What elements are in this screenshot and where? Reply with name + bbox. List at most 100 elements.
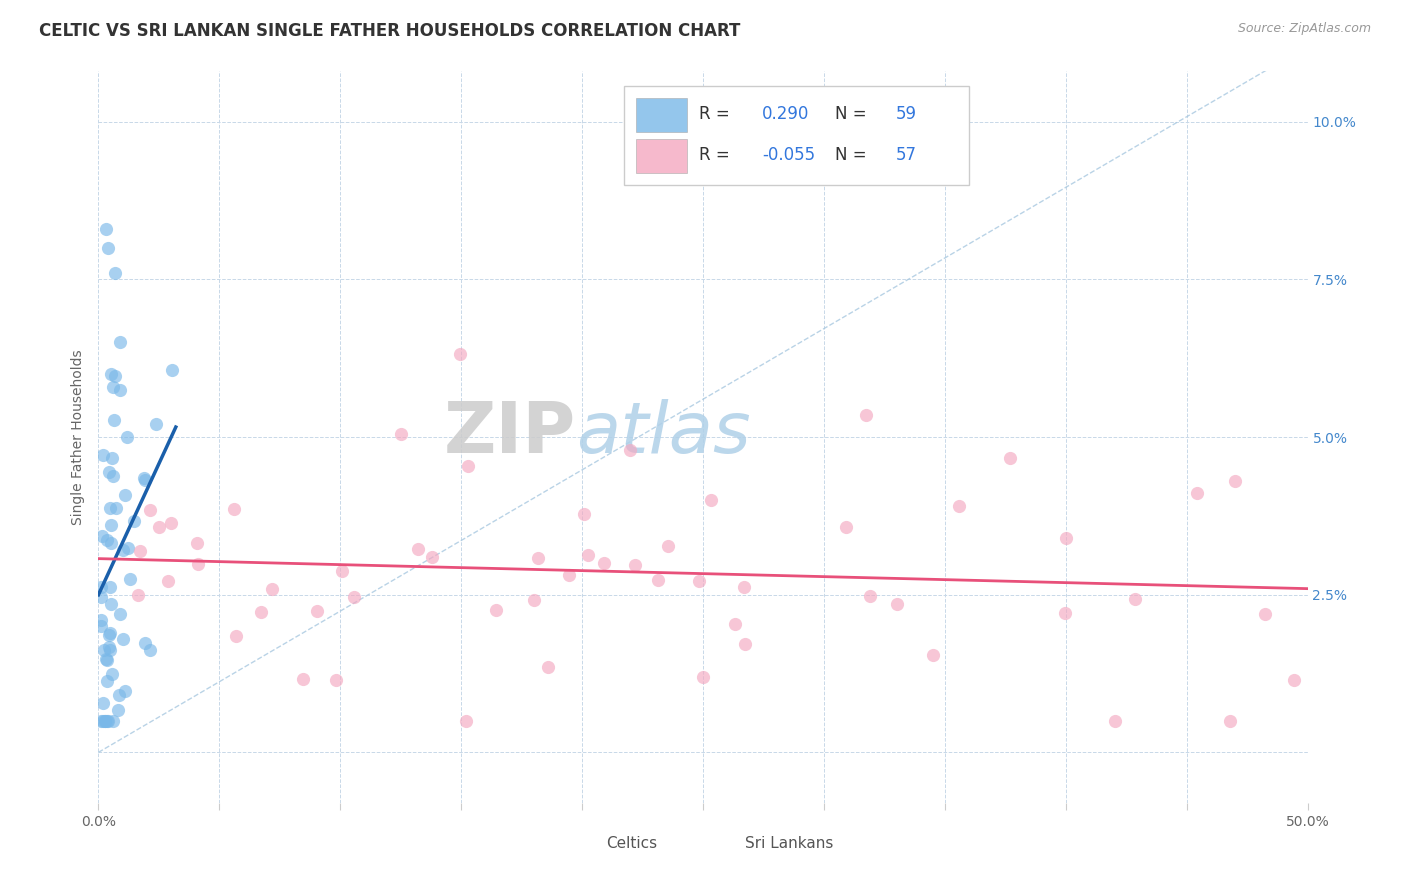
Y-axis label: Single Father Households: Single Father Households	[72, 350, 86, 524]
Point	[105, 500, 128, 515]
Point	[692, 670, 714, 684]
Point	[117, 541, 139, 555]
Point	[1254, 607, 1277, 621]
Text: R =: R =	[699, 104, 730, 123]
Point	[107, 702, 129, 716]
Text: R =: R =	[699, 146, 730, 164]
Point	[157, 574, 180, 588]
Point	[457, 458, 479, 473]
Point	[1282, 673, 1305, 688]
Point	[572, 508, 595, 522]
FancyBboxPatch shape	[555, 831, 599, 855]
Point	[948, 500, 970, 514]
Point	[330, 564, 353, 578]
Text: 57: 57	[896, 146, 917, 164]
Point	[94, 714, 117, 728]
Text: atlas: atlas	[576, 399, 751, 468]
Point	[104, 368, 127, 383]
Point	[96, 533, 118, 548]
Point	[98, 580, 121, 594]
Point	[108, 335, 131, 350]
Point	[1223, 474, 1246, 488]
FancyBboxPatch shape	[637, 139, 688, 173]
Point	[100, 597, 122, 611]
Point	[96, 653, 118, 667]
Point	[94, 652, 117, 666]
Point	[250, 605, 273, 619]
Point	[558, 567, 581, 582]
Point	[110, 384, 132, 398]
FancyBboxPatch shape	[695, 831, 738, 855]
Point	[148, 519, 170, 533]
Point	[139, 502, 162, 516]
Point	[97, 241, 120, 255]
Point	[101, 468, 124, 483]
Point	[835, 520, 858, 534]
Point	[624, 558, 647, 572]
Point	[406, 541, 429, 556]
Point	[1054, 607, 1077, 621]
Point	[305, 604, 328, 618]
Point	[162, 363, 184, 377]
Point	[98, 626, 121, 640]
Point	[523, 592, 546, 607]
Point	[886, 597, 908, 611]
Point	[325, 673, 347, 687]
Point	[734, 637, 756, 651]
Point	[139, 643, 162, 657]
Point	[98, 628, 121, 642]
Point	[129, 544, 152, 558]
Point	[90, 714, 112, 728]
Point	[100, 367, 122, 381]
Point	[526, 550, 548, 565]
Point	[1187, 486, 1209, 500]
Point	[114, 683, 136, 698]
Point	[647, 573, 669, 587]
Point	[186, 535, 208, 549]
Point	[101, 379, 124, 393]
Point	[858, 589, 880, 603]
Point	[100, 536, 122, 550]
Point	[104, 266, 127, 280]
Point	[724, 616, 747, 631]
Text: CELTIC VS SRI LANKAN SINGLE FATHER HOUSEHOLDS CORRELATION CHART: CELTIC VS SRI LANKAN SINGLE FATHER HOUSE…	[39, 22, 741, 40]
Point	[449, 346, 471, 360]
Text: 59: 59	[896, 104, 917, 123]
Point	[1054, 531, 1077, 545]
Point	[733, 580, 755, 594]
Text: Source: ZipAtlas.com: Source: ZipAtlas.com	[1237, 22, 1371, 36]
Point	[420, 549, 443, 564]
Point	[688, 574, 710, 589]
Point	[111, 632, 134, 646]
Point	[1219, 714, 1241, 728]
Point	[593, 556, 616, 570]
Point	[115, 430, 138, 444]
Point	[114, 488, 136, 502]
Text: Celtics: Celtics	[606, 836, 658, 851]
Point	[98, 643, 121, 657]
Point	[94, 222, 117, 236]
FancyBboxPatch shape	[637, 98, 688, 132]
Point	[96, 714, 118, 728]
Text: N =: N =	[835, 104, 866, 123]
Point	[122, 514, 145, 528]
Point	[90, 590, 112, 604]
Point	[657, 539, 679, 553]
Point	[90, 619, 112, 633]
FancyBboxPatch shape	[624, 86, 969, 185]
Text: 0.290: 0.290	[762, 104, 810, 123]
Point	[98, 501, 121, 516]
Text: Sri Lankans: Sri Lankans	[745, 836, 834, 851]
Point	[134, 473, 156, 487]
Point	[998, 450, 1021, 465]
Point	[343, 590, 366, 604]
Point	[91, 529, 114, 543]
Point	[103, 413, 125, 427]
Point	[619, 442, 641, 457]
Point	[921, 648, 943, 662]
Point	[291, 672, 314, 686]
Point	[222, 501, 245, 516]
Text: ZIP: ZIP	[444, 399, 576, 468]
Text: -0.055: -0.055	[762, 146, 815, 164]
Point	[91, 696, 114, 710]
